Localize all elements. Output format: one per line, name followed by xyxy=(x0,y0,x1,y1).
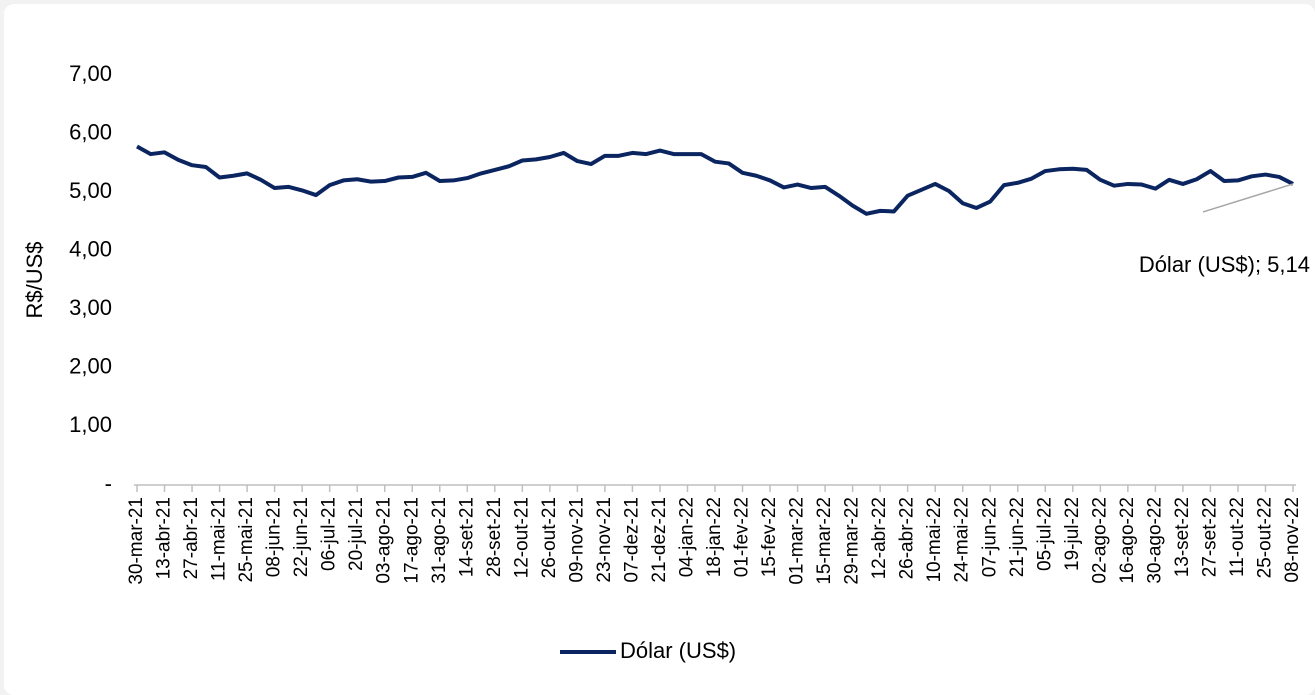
x-tick-label: 17-ago-21 xyxy=(401,497,422,584)
x-tick-label: 21-dez-21 xyxy=(649,497,670,583)
x-tick-label: 03-ago-21 xyxy=(374,497,395,584)
x-tick-label: 13-abr-21 xyxy=(154,497,175,579)
y-tick-label: 4,00 xyxy=(69,237,112,262)
x-tick-label: 27-abr-21 xyxy=(181,497,202,579)
leader-line xyxy=(1202,183,1294,213)
x-tick-label: 09-nov-21 xyxy=(566,497,587,583)
x-tick-label: 18-jan-22 xyxy=(704,497,725,577)
x-tick-label: 10-mai-22 xyxy=(924,497,945,583)
y-tick-label: 3,00 xyxy=(69,295,112,320)
x-tick-label: 27-set-22 xyxy=(1199,497,1220,577)
x-tick-label: 25-out-22 xyxy=(1254,497,1275,578)
x-tick-label: 08-nov-22 xyxy=(1282,497,1303,583)
x-tick-label: 23-nov-21 xyxy=(594,497,615,583)
x-tick-label: 25-mai-21 xyxy=(236,497,257,583)
x-tick-label: 01-fev-22 xyxy=(732,497,753,577)
y-tick-label: 1,00 xyxy=(69,412,112,437)
legend-label: Dólar (US$) xyxy=(620,638,736,663)
y-tick-label: 5,00 xyxy=(69,178,112,203)
x-tick-label: 12-out-21 xyxy=(511,497,532,578)
x-tick-label: 02-ago-22 xyxy=(1089,497,1110,584)
x-tick-label: 21-jun-22 xyxy=(1007,497,1028,577)
x-tick-label: 22-jun-21 xyxy=(291,497,312,577)
x-tick-label: 11-out-22 xyxy=(1227,497,1248,577)
chart-area xyxy=(4,4,1315,695)
x-tick-label: 30-ago-22 xyxy=(1144,497,1165,584)
data-label: Dólar (US$); 5,14 xyxy=(1139,252,1310,277)
y-tick-label: - xyxy=(105,471,112,496)
x-tick-label: 16-ago-22 xyxy=(1117,497,1138,584)
x-tick-label: 29-mar-22 xyxy=(842,497,863,585)
x-tick-label: 06-jul-21 xyxy=(319,497,340,571)
x-tick-label: 24-mai-22 xyxy=(952,497,973,583)
x-tick-label: 13-set-22 xyxy=(1172,497,1193,577)
y-tick-label: 6,00 xyxy=(69,119,112,144)
x-tick-label: 05-jul-22 xyxy=(1034,497,1055,571)
x-tick-label: 04-jan-22 xyxy=(676,497,697,577)
x-tick-label: 30-mar-21 xyxy=(126,497,147,585)
x-tick-label: 26-out-21 xyxy=(539,497,560,578)
x-tick-label: 19-jul-22 xyxy=(1062,497,1083,571)
x-tick-label: 07-dez-21 xyxy=(621,497,642,583)
x-tick-label: 12-abr-22 xyxy=(869,497,890,579)
y-tick-label: 7,00 xyxy=(69,61,112,86)
y-axis-label: R$/US$ xyxy=(22,241,47,318)
x-tick-label: 26-abr-22 xyxy=(897,497,918,579)
x-tick-label: 15-mar-22 xyxy=(814,497,835,585)
x-tick-label: 08-jun-21 xyxy=(264,497,285,577)
y-tick-label: 2,00 xyxy=(69,354,112,379)
line-series xyxy=(136,144,1294,216)
x-tick-label: 28-set-21 xyxy=(484,497,505,577)
x-tick-label: 11-mai-21 xyxy=(209,497,230,581)
x-tick-label: 07-jun-22 xyxy=(979,497,1000,577)
x-tick-label: 20-jul-21 xyxy=(346,497,367,571)
x-tick-label: 14-set-21 xyxy=(456,497,477,577)
x-tick-label: 15-fev-22 xyxy=(759,497,780,577)
x-tick-label: 31-ago-21 xyxy=(429,497,450,584)
x-tick-label: 01-mar-22 xyxy=(787,497,808,585)
